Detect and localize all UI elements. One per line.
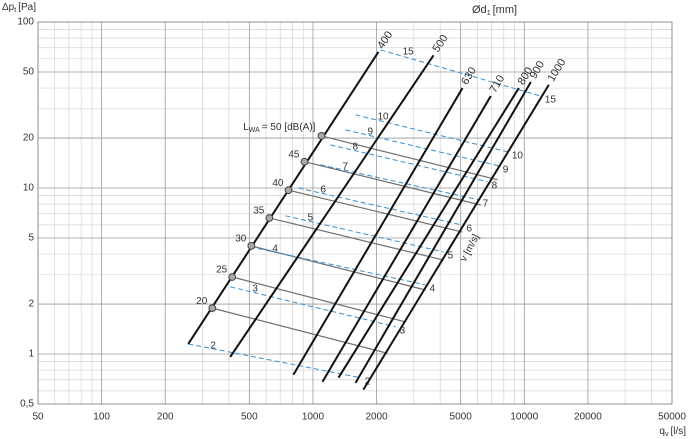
lwa-label: 35 [253,206,265,217]
diameter-line [187,51,380,345]
velocity-line [298,187,463,226]
velocity-label: 10 [378,111,390,122]
lwa-point [300,157,309,166]
lwa-point [284,186,293,195]
diameter-label: 900 [528,59,548,81]
x-axis-title: qv [l/s] [659,426,686,438]
lwa-label: 20 [196,296,208,307]
lwa-point [228,273,237,281]
velocity-label: 8 [352,141,358,152]
lwa-label: 25 [216,265,228,276]
lwa-label: 45 [288,149,300,160]
lwa-point [208,304,217,313]
diameter-line [354,81,532,384]
velocity-label: 8 [492,180,498,191]
x-axis-title-main: q [659,426,665,437]
velocity-label: 9 [368,127,374,138]
x-axis-title-sub: v [665,431,669,438]
y-tick-label: 2 [28,299,34,310]
y-axis-title-unit: [Pa] [18,2,36,13]
lwa-annotation-sub: WA [249,127,260,134]
diameter-title-sub: 1 [487,10,491,17]
lwa-annotation-rest: = 50 [dB(A)] [262,122,316,133]
diameter-line [321,95,492,383]
y-tick-label: 100 [17,17,34,28]
x-tick-label: 10000 [510,412,538,423]
y-tick-label: 50 [23,67,35,78]
diameter-line [362,84,550,391]
velocity-label: 3 [400,325,406,336]
velocity-label: 2 [210,341,216,352]
lwa-label: 30 [235,234,247,245]
velocity-label: 3 [252,283,258,294]
velocity-line [188,343,361,379]
diameter-line [292,87,464,376]
diameter-label: 710 [488,73,508,95]
velocity-line [330,144,488,183]
velocity-label: 10 [512,151,524,162]
x-tick-label: 50000 [658,412,686,423]
y-axis-title: Δpt [Pa] [2,2,36,14]
y-axis-title-main: Δp [2,2,15,13]
diameter-label: 1000 [546,57,569,84]
x-tick-label: 1000 [302,412,325,423]
velocity-label: 6 [466,224,472,235]
velocity-label: 7 [342,161,348,172]
y-axis-title-sub: t [14,7,16,14]
diameter-title: Ød1 [mm] [472,4,517,17]
velocity-label: 9 [503,164,509,175]
velocity-label: 5 [307,212,313,223]
x-tick-label: 200 [157,412,174,423]
y-tick-label: 1 [28,349,34,360]
x-tick-label: 20000 [574,412,602,423]
velocity-label: 15 [545,95,557,106]
velocity-label: 5 [448,251,454,262]
lwa-annotation: LWA = 50 [dB(A)] [243,122,315,134]
lwa-line [232,276,406,323]
diameter-title-main: Ød [472,4,487,16]
lwa-annotation-main: L [243,122,249,133]
lwa-line [269,217,444,261]
velocity-line [285,215,444,253]
y-tick-label: 0,5 [20,399,34,410]
x-tick-label: 100 [93,412,110,423]
diameter-line [337,87,520,379]
diameter-line [229,54,435,358]
plot-frame [37,21,673,405]
velocity-line [230,286,396,328]
y-tick-label: 10 [23,183,35,194]
lwa-line [288,189,463,233]
lwa-label: 40 [272,178,284,189]
velocity-label: 7 [483,198,489,209]
velocity-label: 6 [320,185,326,196]
velocity-label: 4 [272,244,278,255]
velocity-line [250,246,426,286]
diameter-label: 630 [459,65,479,87]
lwa-line [321,135,498,181]
velocity-label: 4 [430,283,436,294]
y-tick-label: 20 [23,133,35,144]
velocity-line [320,164,479,201]
x-tick-label: 500 [241,412,258,423]
diameter-label: 500 [430,33,450,55]
x-tick-label: 50 [32,412,44,423]
velocity-axis-label: v [m/s] [458,232,482,263]
y-tick-label: 5 [28,233,34,244]
lwa-point [247,242,256,250]
diameter-title-unit: [mm] [493,4,517,16]
velocity-line [380,49,541,97]
x-tick-label: 2000 [365,412,388,423]
lwa-point [317,132,326,140]
velocity-label: 15 [403,47,415,58]
x-axis-title-unit: [l/s] [670,426,686,437]
lwa-point [265,214,274,222]
x-tick-label: 5000 [450,412,473,423]
lwa-line [304,161,481,206]
